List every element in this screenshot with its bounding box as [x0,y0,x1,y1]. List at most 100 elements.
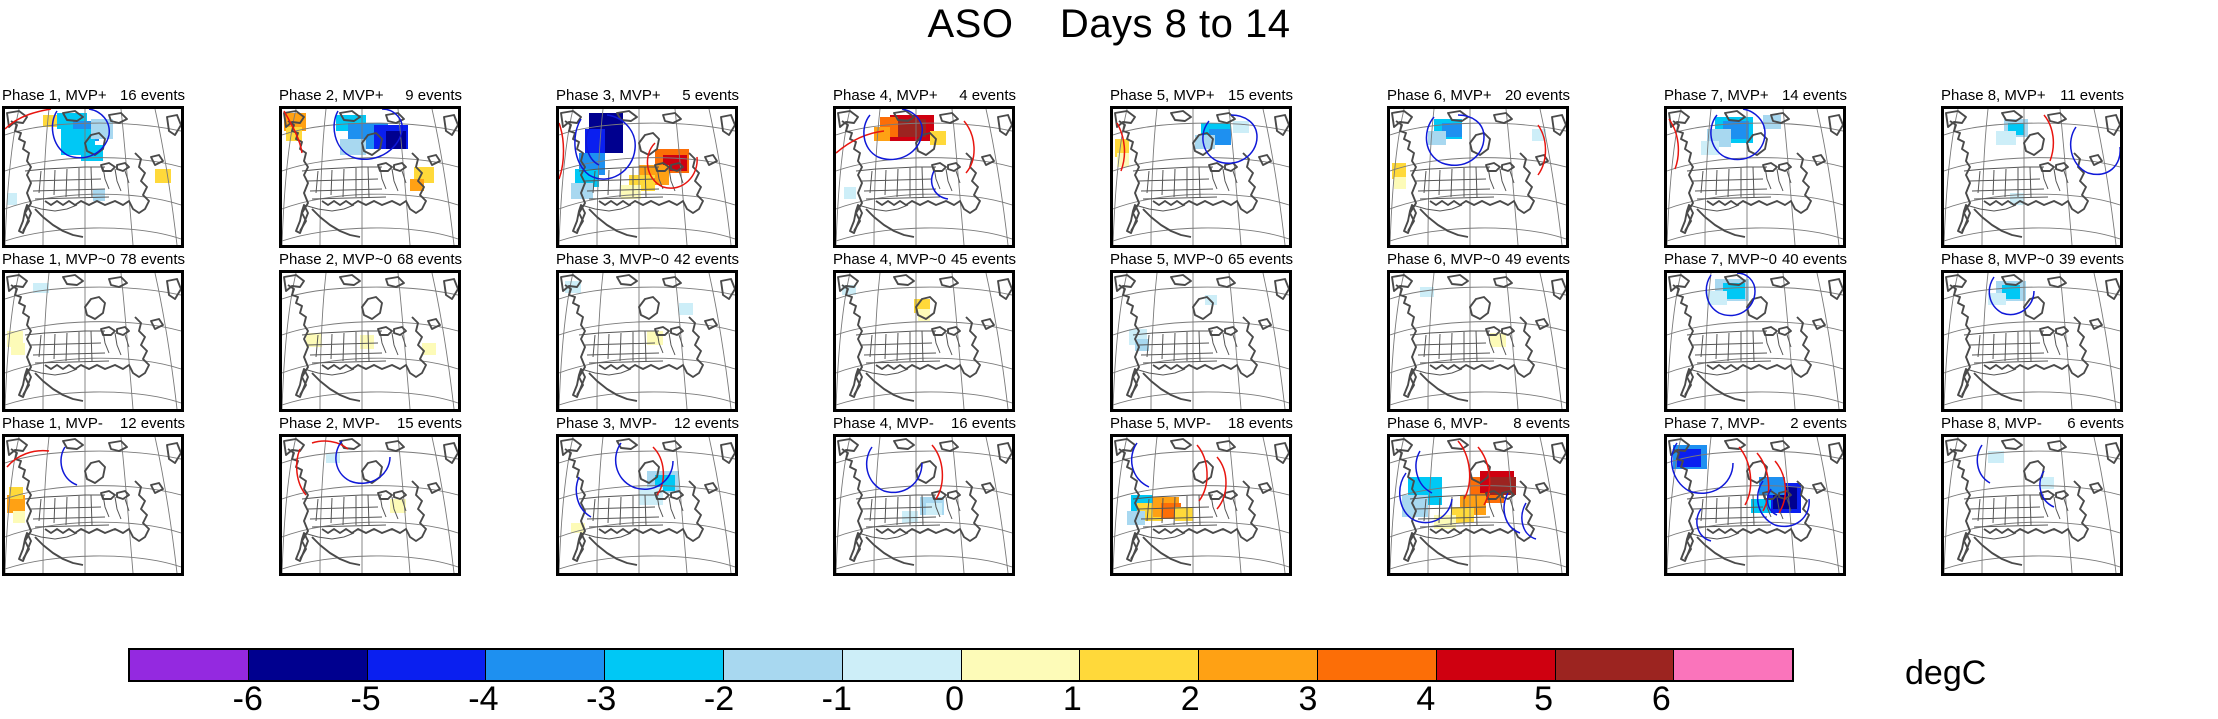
map-frame[interactable] [1664,434,1846,576]
map-panel[interactable]: Phase 3, MVP- 12 events [554,416,740,580]
graticule-line [1427,437,1435,573]
border-line [1142,524,1218,528]
map-panel[interactable]: Phase 4, MVP~0 45 events [831,252,1017,416]
map-frame[interactable] [279,106,461,248]
map-frame[interactable] [1387,106,1569,248]
map-panel[interactable]: Phase 6, MVP+ 20 events [1385,88,1571,252]
map-frame[interactable] [556,106,738,248]
panel-row-mvp-neutral: Phase 1, MVP~0 78 events Phase 2, MVP~0 … [0,252,2218,416]
panel-event-count: 14 events [1781,87,1847,104]
coastline [560,438,582,456]
graticule-line [282,437,297,573]
border-line [921,330,924,362]
border-line [1715,333,1718,360]
graticule-line [836,109,851,245]
map-frame[interactable] [556,270,738,412]
border-line [90,330,93,362]
map-panel[interactable]: Phase 5, MVP- 18 events [1108,416,1294,580]
graticule-line [1667,227,1843,242]
map-panel[interactable]: Phase 5, MVP+ 15 events [1108,88,1294,252]
map-panel[interactable]: Phase 5, MVP~0 65 events [1108,252,1294,416]
coastline [34,208,84,238]
border-line [1696,524,1772,528]
map-panel[interactable]: Phase 7, MVP- 2 events [1662,416,1848,580]
map-panel[interactable]: Phase 1, MVP- 12 events [0,416,186,580]
border-line [1973,360,2049,364]
map-panel[interactable]: Phase 1, MVP~0 78 events [0,252,186,416]
map-frame[interactable] [2,434,184,576]
coastline [1395,284,1417,396]
panel-title-label: Phase 8, MVP~0 [1941,251,2054,268]
border-line [315,170,319,194]
map-contours [865,444,944,500]
map-panel[interactable]: Phase 6, MVP- 8 events [1385,416,1571,580]
coastline [1208,490,1224,500]
map-frame[interactable] [2,270,184,412]
map-panel[interactable]: Phase 7, MVP+ 14 events [1662,88,1848,252]
shading-patch [1701,141,1719,155]
map-frame[interactable] [1110,434,1292,576]
map-frame[interactable] [1110,106,1292,248]
coastline [1192,460,1214,484]
map-panel[interactable]: Phase 1, MVP+ 16 events [0,88,186,252]
map-panel[interactable]: Phase 8, MVP- 6 events [1939,416,2125,580]
border-line [1752,494,1755,526]
graticule-line [1539,273,1563,409]
colorbar-tick-label: 3 [1298,680,1318,718]
map-panel[interactable]: Phase 4, MVP- 16 events [831,416,1017,580]
map-frame[interactable] [1110,270,1292,412]
map-frame[interactable] [1664,106,1846,248]
coastline [939,112,959,124]
map-frame[interactable] [1941,434,2123,576]
map-panel[interactable]: Phase 6, MVP~0 49 events [1385,252,1571,416]
colorbar-strip[interactable] [128,648,1795,682]
map-panel[interactable]: Phase 3, MVP~0 42 events [554,252,740,416]
coastline [1672,120,1694,232]
map-frame[interactable] [279,434,461,576]
panel-title-label: Phase 4, MVP+ [833,87,938,104]
coastline [2039,162,2055,172]
coastline [1208,162,1224,172]
coastline [1535,154,1549,166]
map-basemap [1113,273,1289,409]
map-svg [559,109,735,245]
map-panel[interactable]: Phase 2, MVP- 15 events [277,416,463,580]
colorbar-tick-label: 4 [1416,680,1436,718]
map-frame[interactable] [833,106,1015,248]
coastline [1126,204,1140,234]
map-svg [1113,109,1289,245]
map-panel[interactable]: Phase 8, MVP+ 11 events [1939,88,2125,252]
map-panel[interactable]: Phase 3, MVP+ 5 events [554,88,740,252]
graticule-line [559,109,574,245]
coastline [2023,460,2045,484]
coastline [1224,326,1238,336]
graticule-line [1390,555,1566,570]
map-frame[interactable] [1941,270,2123,412]
graticule-line [1113,321,1289,336]
map-frame[interactable] [1941,106,2123,248]
border-line [586,516,660,520]
map-frame[interactable] [833,270,1015,412]
map-panel[interactable]: Phase 4, MVP+ 4 events [831,88,1017,252]
border-line [1140,516,1214,520]
map-panel[interactable]: Phase 8, MVP~0 39 events [1939,252,2125,416]
coastline [377,326,393,336]
coastline [1447,438,1469,450]
panel-event-count: 16 events [950,415,1016,432]
coastline [283,110,305,128]
coastline [1142,536,1192,566]
panel-title-label: Phase 5, MVP- [1110,415,1211,432]
map-frame[interactable] [1387,270,1569,412]
graticule-line [836,157,1012,172]
map-frame[interactable] [833,434,1015,576]
panel-event-count: 20 events [1504,87,1570,104]
map-frame[interactable] [1664,270,1846,412]
map-frame[interactable] [279,270,461,412]
map-frame[interactable] [556,434,738,576]
map-panel[interactable]: Phase 7, MVP~0 40 events [1662,252,1848,416]
map-panel[interactable]: Phase 2, MVP~0 68 events [277,252,463,416]
map-panel[interactable]: Phase 2, MVP+ 9 events [277,88,463,252]
map-frame[interactable] [1387,434,1569,576]
contour-positive [836,130,885,154]
map-frame[interactable] [2,106,184,248]
